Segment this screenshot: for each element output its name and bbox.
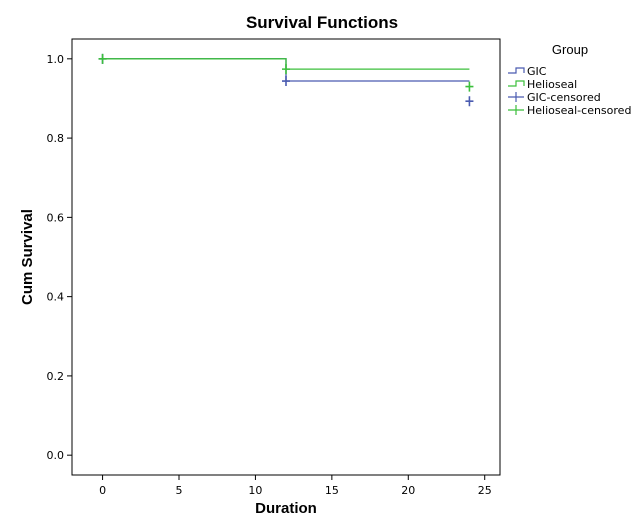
x-axis: 0 5 10 15 20 25 <box>99 475 492 497</box>
legend-symbol-line <box>508 67 525 74</box>
legend-symbol-censor <box>508 105 524 115</box>
legend-title: Group <box>552 42 588 57</box>
x-axis-label: Duration <box>255 500 317 517</box>
legend-symbol-line <box>508 80 525 87</box>
y-tick-label: 1.0 <box>47 53 65 66</box>
censor-mark-helioseal <box>465 81 474 92</box>
y-tick-label: 0.2 <box>47 370 65 383</box>
survival-line-helioseal <box>102 58 470 70</box>
y-tick-label: 0.6 <box>47 211 65 224</box>
censor-mark-helioseal <box>98 53 107 64</box>
y-axis: 0.0 0.2 0.4 0.6 0.8 1.0 <box>47 53 72 462</box>
chart-title: Survival Functions <box>246 13 398 32</box>
x-tick-label: 5 <box>176 484 183 497</box>
legend-entry: Helioseal <box>527 78 577 91</box>
x-tick-label: 25 <box>478 484 492 497</box>
y-tick-label: 0.4 <box>47 291 65 304</box>
x-tick-label: 10 <box>248 484 262 497</box>
legend-symbol-censor <box>508 92 524 102</box>
x-tick-label: 0 <box>99 484 106 497</box>
censor-mark-gic <box>465 96 474 107</box>
y-axis-label: Cum Survival <box>19 209 36 305</box>
y-tick-label: 0.0 <box>47 449 65 462</box>
x-tick-label: 15 <box>325 484 339 497</box>
censor-mark-helioseal <box>282 64 290 75</box>
plot-frame <box>71 38 501 476</box>
legend-entry: Helioseal-censored <box>527 104 631 117</box>
x-tick-label: 20 <box>401 484 415 497</box>
censor-mark-gic <box>282 76 290 87</box>
y-tick-label: 0.8 <box>47 132 65 145</box>
legend-entry: GIC <box>527 65 547 78</box>
series-layer <box>98 53 474 107</box>
legend-entry: GIC-censored <box>527 91 601 104</box>
legend: Group GICHeliosealGIC-censoredHelioseal-… <box>508 42 631 117</box>
